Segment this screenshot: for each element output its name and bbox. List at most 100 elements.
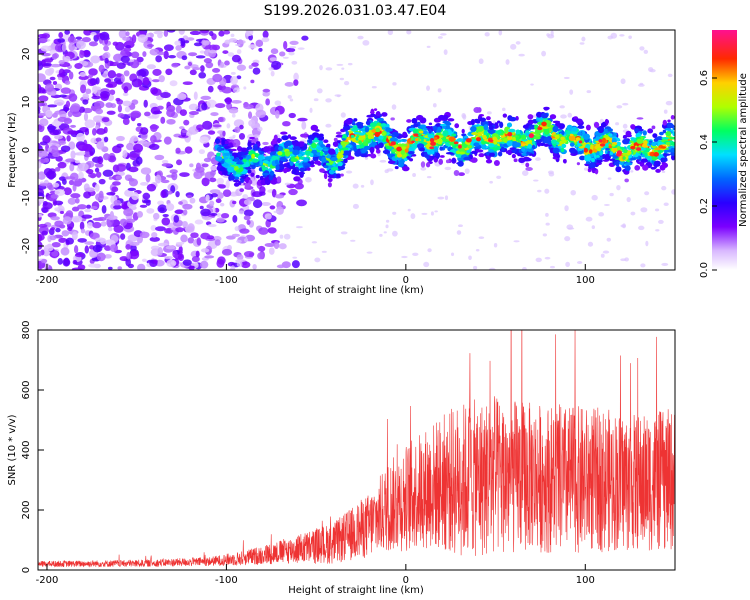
- noise-blob: [106, 110, 116, 115]
- noise-blob: [116, 62, 126, 70]
- noise-speckle: [475, 249, 480, 252]
- noise-blob: [103, 45, 109, 52]
- noise-blob: [68, 93, 78, 102]
- signal-blob: [475, 119, 481, 124]
- signal-peak: [512, 137, 516, 142]
- signal-blob: [506, 122, 513, 128]
- noise-blob: [183, 119, 190, 126]
- noise-blob: [147, 115, 158, 119]
- noise-blob: [160, 179, 170, 184]
- signal-blob: [513, 158, 518, 163]
- noise-blob: [94, 162, 104, 168]
- signal-blob: [385, 127, 392, 133]
- signal-blob: [435, 152, 441, 159]
- noise-blob: [38, 171, 46, 180]
- noise-blob: [278, 243, 287, 250]
- signal-blob: [356, 144, 361, 150]
- noise-blob: [293, 72, 299, 82]
- noise-speckle: [535, 157, 541, 161]
- signal-blob: [259, 175, 264, 181]
- signal-blob: [345, 145, 351, 149]
- noise-speckle: [426, 45, 431, 48]
- signal-peak: [608, 145, 613, 149]
- noise-speckle: [513, 240, 520, 243]
- noise-blob: [100, 93, 109, 102]
- signal-blob: [259, 151, 264, 155]
- noise-blob: [191, 256, 200, 263]
- signal-blob: [308, 138, 313, 144]
- noise-speckle: [563, 76, 570, 80]
- noise-blob: [104, 254, 112, 259]
- noise-blob: [267, 227, 277, 234]
- noise-speckle: [386, 168, 394, 172]
- signal-blob: [323, 139, 329, 144]
- noise-blob: [243, 199, 252, 206]
- noise-speckle: [545, 212, 549, 217]
- signal-blob: [527, 114, 534, 120]
- signal-blob: [492, 147, 499, 151]
- noise-blob: [62, 216, 72, 225]
- spectrogram-x-tick-label: -200: [36, 275, 59, 286]
- noise-blob: [222, 189, 232, 198]
- noise-blob: [54, 207, 60, 212]
- signal-blob: [426, 148, 433, 155]
- noise-speckle: [498, 30, 503, 36]
- noise-speckle: [654, 208, 660, 212]
- signal-blob: [525, 167, 533, 171]
- noise-blob: [94, 237, 106, 243]
- noise-blob: [83, 30, 92, 36]
- signal-blob: [481, 143, 487, 150]
- noise-speckle: [370, 179, 374, 186]
- noise-speckle: [505, 59, 510, 65]
- spectrogram-y-ticks: -20 -10 0 10 20: [21, 48, 44, 254]
- signal-blob: [275, 164, 280, 171]
- noise-blob: [184, 65, 191, 70]
- noise-speckle: [234, 87, 241, 90]
- noise-speckle: [437, 196, 445, 200]
- noise-blob: [64, 80, 71, 85]
- signal-blob: [312, 139, 320, 143]
- noise-blob: [103, 153, 111, 161]
- noise-blob: [123, 70, 130, 77]
- noise-speckle: [600, 253, 605, 258]
- signal-blob: [662, 119, 668, 126]
- noise-blob: [217, 184, 223, 188]
- signal-peak: [622, 156, 626, 160]
- signal-blob: [310, 160, 315, 166]
- noise-blob: [288, 112, 296, 119]
- noise-speckle: [392, 230, 398, 237]
- noise-blob: [238, 133, 246, 140]
- signal-blob: [569, 133, 574, 137]
- signal-blob: [585, 160, 591, 165]
- signal-blob: [289, 136, 297, 141]
- noise-blob: [118, 30, 127, 39]
- signal-blob: [251, 153, 256, 159]
- noise-blob: [154, 154, 165, 161]
- signal-blob: [509, 116, 517, 122]
- noise-blob: [85, 88, 92, 95]
- noise-speckle: [486, 111, 492, 115]
- noise-blob: [200, 232, 211, 240]
- noise-speckle: [663, 109, 668, 114]
- noise-blob: [117, 104, 123, 113]
- noise-blob: [209, 189, 221, 194]
- signal-peak: [467, 144, 473, 149]
- noise-blob: [79, 150, 86, 156]
- noise-speckle: [628, 35, 632, 40]
- noise-blob: [271, 60, 282, 70]
- noise-blob: [161, 163, 172, 167]
- noise-blob: [255, 109, 267, 118]
- noise-blob: [65, 100, 71, 108]
- noise-speckle: [649, 69, 656, 73]
- noise-blob: [67, 110, 73, 118]
- signal-peak: [541, 121, 547, 127]
- noise-speckle: [291, 60, 298, 65]
- noise-blob: [38, 201, 41, 207]
- noise-speckle: [268, 67, 274, 71]
- signal-peak: [396, 146, 403, 152]
- noise-speckle: [440, 33, 447, 36]
- noise-blob: [67, 35, 76, 44]
- signal-blob: [222, 130, 226, 137]
- signal-blob: [269, 170, 275, 176]
- signal-blob: [341, 147, 349, 151]
